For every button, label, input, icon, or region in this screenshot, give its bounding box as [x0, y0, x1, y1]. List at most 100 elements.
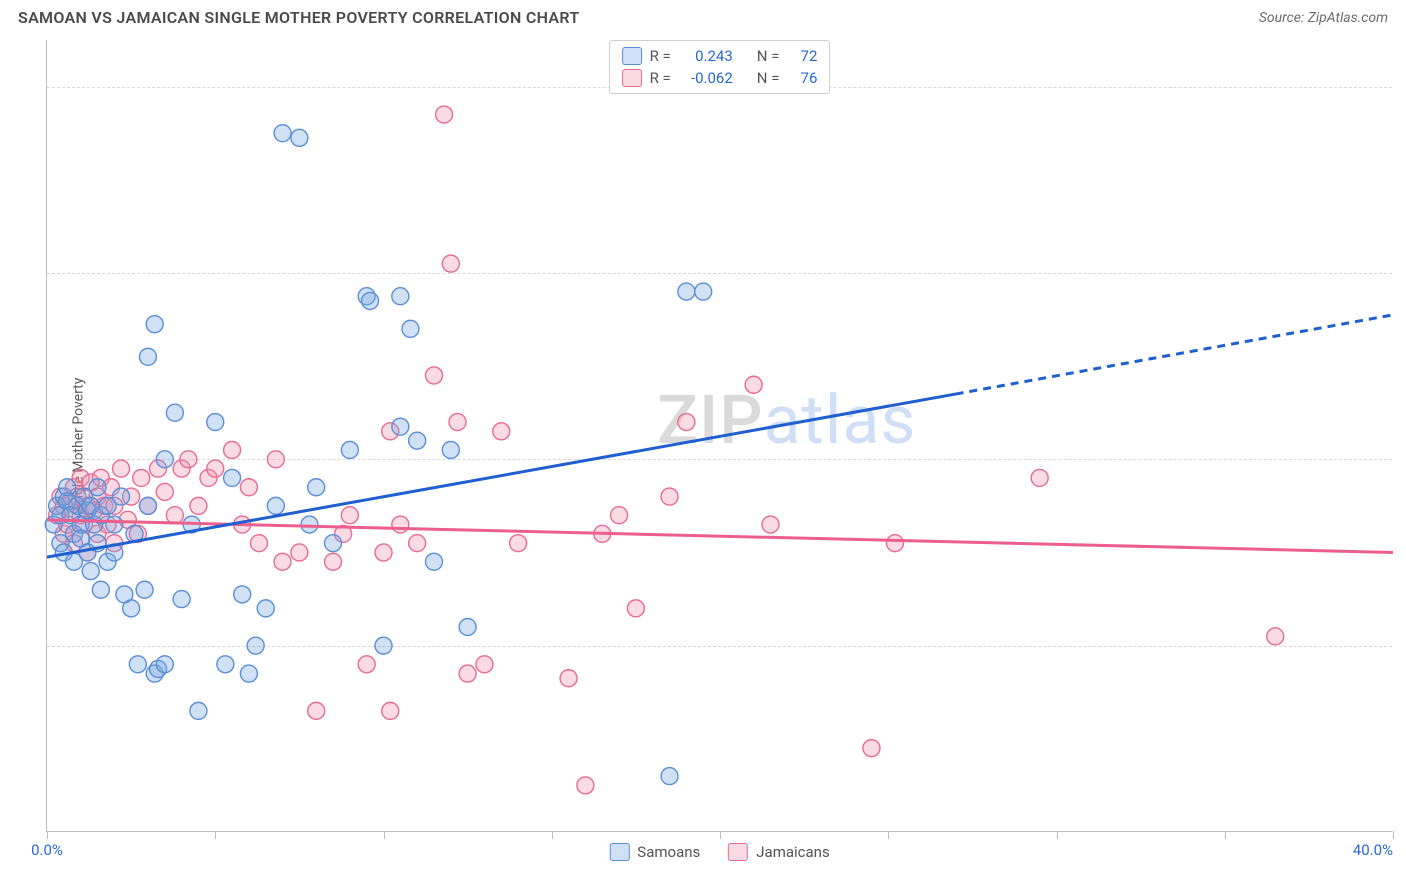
data-point — [678, 414, 695, 431]
data-point — [661, 768, 678, 785]
data-point — [59, 479, 76, 496]
data-point — [1267, 628, 1284, 645]
data-point — [382, 702, 399, 719]
data-point — [190, 497, 207, 514]
data-point — [409, 432, 426, 449]
xtick — [1057, 831, 1058, 839]
data-point — [180, 451, 197, 468]
data-point — [402, 320, 419, 337]
ytick-label: 60.0% — [1402, 264, 1406, 282]
samoans-swatch — [622, 47, 642, 65]
xtick — [1393, 831, 1394, 839]
xtick — [552, 831, 553, 839]
data-point — [190, 702, 207, 719]
samoans-label: Samoans — [637, 843, 700, 861]
data-point — [139, 497, 156, 514]
data-point — [207, 414, 224, 431]
data-point — [762, 516, 779, 533]
data-point — [358, 656, 375, 673]
data-point — [92, 581, 109, 598]
n-label: N = — [757, 69, 780, 87]
ytick-label: 80.0% — [1402, 78, 1406, 96]
data-point — [234, 586, 251, 603]
chart-title: SAMOAN VS JAMAICAN SINGLE MOTHER POVERTY… — [18, 8, 579, 27]
data-point — [224, 469, 241, 486]
jamaicans-r-value: -0.062 — [679, 69, 733, 87]
trend-line — [47, 520, 1393, 553]
data-point — [139, 348, 156, 365]
xtick-label: 0.0% — [31, 841, 63, 859]
data-point — [425, 553, 442, 570]
data-point — [207, 460, 224, 477]
data-point — [476, 656, 493, 673]
data-point — [459, 665, 476, 682]
samoans-n-value: 72 — [787, 47, 817, 65]
data-point — [274, 125, 291, 142]
data-point — [695, 283, 712, 300]
data-point — [459, 619, 476, 636]
data-point — [301, 516, 318, 533]
data-point — [146, 316, 163, 333]
r-label: R = — [650, 69, 671, 87]
xtick — [1225, 831, 1226, 839]
xtick — [47, 831, 48, 839]
data-point — [308, 702, 325, 719]
scatter-plot — [47, 40, 1392, 831]
data-point — [247, 637, 264, 654]
correlation-legend: R = 0.243 N = 72 R = -0.062 N = 76 — [609, 40, 831, 94]
data-point — [577, 777, 594, 794]
data-point — [250, 535, 267, 552]
data-point — [217, 656, 234, 673]
data-point — [442, 255, 459, 272]
xtick — [384, 831, 385, 839]
data-point — [224, 441, 241, 458]
data-point — [627, 600, 644, 617]
legend-row-samoans: R = 0.243 N = 72 — [622, 45, 818, 67]
jamaicans-n-value: 76 — [787, 69, 817, 87]
data-point — [240, 665, 257, 682]
data-point — [82, 563, 99, 580]
data-point — [291, 129, 308, 146]
data-point — [375, 637, 392, 654]
data-point — [113, 488, 130, 505]
data-point — [129, 656, 146, 673]
data-point — [113, 460, 130, 477]
data-point — [156, 656, 173, 673]
ytick-label: 40.0% — [1402, 450, 1406, 468]
data-point — [89, 479, 106, 496]
chart-area: ZIPatlas R = 0.243 N = 72 R = -0.062 N =… — [46, 40, 1392, 832]
data-point — [449, 414, 466, 431]
data-point — [240, 479, 257, 496]
data-point — [886, 535, 903, 552]
data-point — [392, 516, 409, 533]
data-point — [745, 376, 762, 393]
jamaicans-swatch-icon — [728, 843, 748, 861]
series-legend: Samoans Jamaicans — [609, 843, 829, 861]
n-label: N = — [757, 47, 780, 65]
data-point — [166, 507, 183, 524]
data-point — [325, 553, 342, 570]
data-point — [166, 404, 183, 421]
xtick — [720, 831, 721, 839]
jamaicans-swatch — [622, 69, 642, 87]
data-point — [661, 488, 678, 505]
data-point — [267, 451, 284, 468]
data-point — [274, 553, 291, 570]
data-point — [325, 535, 342, 552]
jamaicans-label: Jamaicans — [756, 843, 829, 861]
data-point — [436, 106, 453, 123]
data-point — [341, 507, 358, 524]
data-point — [173, 591, 190, 608]
xtick — [215, 831, 216, 839]
data-point — [341, 441, 358, 458]
xtick-label: 40.0% — [1353, 841, 1393, 859]
data-point — [392, 418, 409, 435]
trend-line — [956, 315, 1393, 394]
data-point — [106, 516, 123, 533]
xtick — [888, 831, 889, 839]
data-point — [392, 288, 409, 305]
samoans-swatch-icon — [609, 843, 629, 861]
data-point — [1031, 469, 1048, 486]
data-point — [510, 535, 527, 552]
data-point — [257, 600, 274, 617]
